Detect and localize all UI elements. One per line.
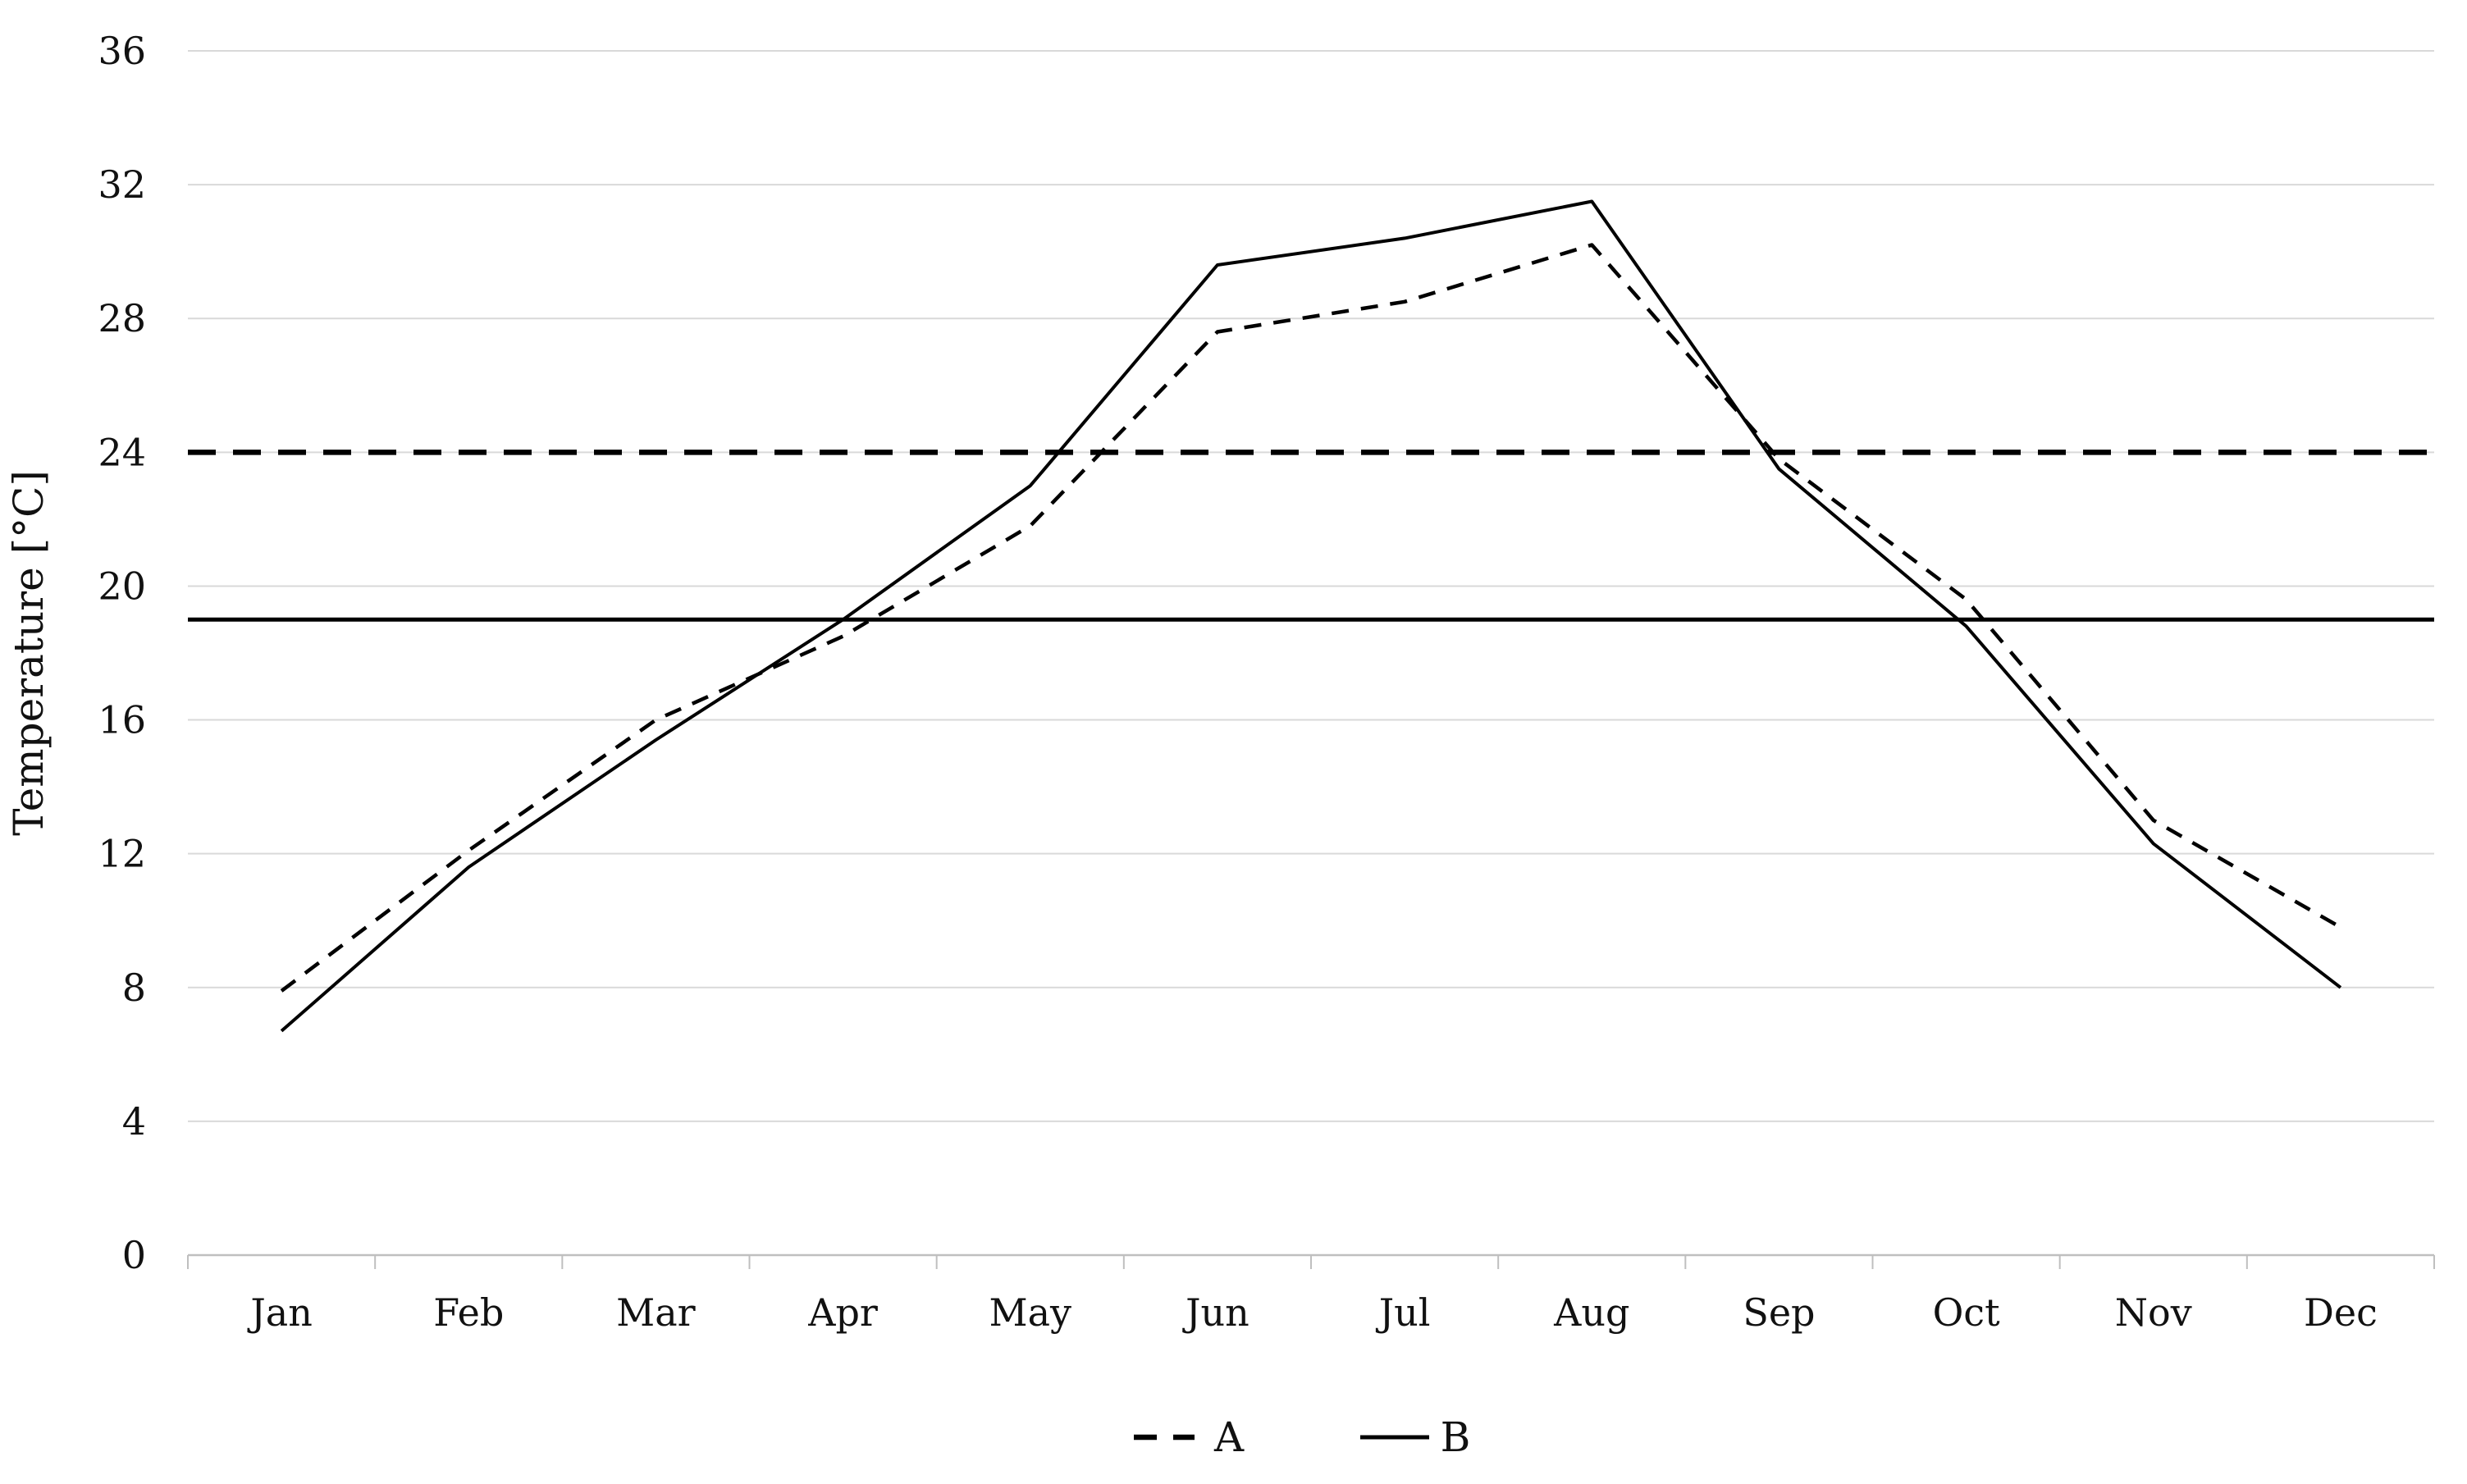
x-tick-label: Feb [433,1290,504,1335]
x-tick-label: May [989,1290,1071,1335]
y-tick-label: 8 [122,966,146,1010]
series-B-line [280,199,2342,1033]
y-tick-label: 36 [98,29,146,73]
y-tick-label: 20 [98,564,146,608]
legend-label-b: B [1441,1413,1471,1461]
y-tick-label: 28 [98,296,146,340]
x-tick-label: Jan [247,1290,313,1335]
x-tick-label: Jun [1182,1290,1249,1335]
x-tick-label: Mar [616,1290,696,1335]
y-tick-label: 0 [122,1233,146,1277]
x-tick-label: Sep [1743,1290,1815,1335]
x-tick-label: Nov [2115,1290,2192,1335]
legend-label-a: A [1213,1413,1245,1461]
x-tick-label: Dec [2304,1290,2378,1335]
x-tick-label: Apr [807,1290,878,1335]
x-tick-label: Aug [1553,1290,1629,1335]
y-tick-label: 24 [98,430,146,474]
series-A-line [280,243,2342,993]
y-tick-label: 12 [98,832,146,876]
x-tick-label: Jul [1376,1290,1431,1335]
y-axis-title: Temperature [°C] [5,470,53,836]
y-tick-label: 16 [98,698,146,742]
y-tick-label: 32 [98,162,146,207]
y-tick-label: 4 [122,1099,146,1144]
x-tick-label: Oct [1933,1290,2000,1335]
